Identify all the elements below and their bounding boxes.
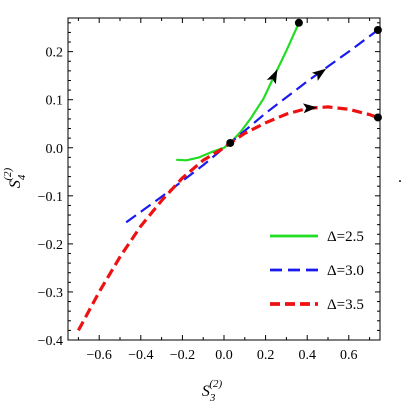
y-axis-label-sub: 4: [16, 174, 28, 180]
y-axis-ticks: −0.4 −0.3 −0.2 −0.1 0.0 0.1 0.2: [38, 22, 380, 349]
fixed-point: [373, 113, 382, 122]
series-line-0: [176, 22, 300, 162]
x-axis-label-sub: 3: [209, 392, 216, 404]
series-line-1: [125, 29, 379, 224]
y-tick-label: −0.3: [38, 286, 63, 301]
y-tick-label: −0.1: [38, 190, 63, 205]
fixed-point: [373, 26, 382, 35]
legend-label-1: Δ=3.0: [327, 263, 364, 279]
stray-dot: .: [398, 169, 402, 186]
x-axis-label: S3(2): [202, 378, 223, 404]
fixed-point: [294, 18, 303, 27]
arrow-layer: [266, 68, 327, 114]
fixed-point: [226, 138, 235, 147]
x-tick-label: 0.6: [340, 348, 358, 363]
x-tick-label: −0.6: [86, 348, 111, 363]
series-layer: [76, 22, 379, 332]
point-layer: [226, 18, 382, 147]
y-tick-label: −0.4: [38, 334, 63, 349]
legend-label-2: Δ=3.5: [327, 297, 364, 313]
y-tick-label: 0.2: [46, 46, 64, 61]
x-tick-label: 0.4: [298, 348, 316, 363]
y-tick-label: 0.0: [46, 142, 64, 157]
y-axis-label-sup: (2): [2, 168, 14, 181]
plot-frame: [67, 17, 381, 341]
x-tick-label: −0.2: [170, 348, 195, 363]
y-axis-label: S4(2): [2, 168, 28, 189]
y-tick-label: 0.1: [46, 94, 64, 109]
x-tick-label: 0.2: [257, 348, 275, 363]
direction-arrow: [311, 68, 327, 81]
x-tick-label: −0.4: [128, 348, 153, 363]
direction-arrow: [266, 69, 278, 85]
legend-label-0: Δ=2.5: [327, 229, 364, 245]
x-axis-ticks: −0.6 −0.4 −0.2 0.0 0.2 0.4 0.6: [77, 18, 371, 363]
x-axis-label-sup: (2): [209, 378, 222, 390]
x-tick-label: 0.0: [215, 348, 233, 363]
legend: Δ=2.5 Δ=3.0 Δ=3.5: [270, 229, 364, 313]
y-tick-label: −0.2: [38, 238, 63, 253]
direction-arrow: [302, 103, 318, 114]
